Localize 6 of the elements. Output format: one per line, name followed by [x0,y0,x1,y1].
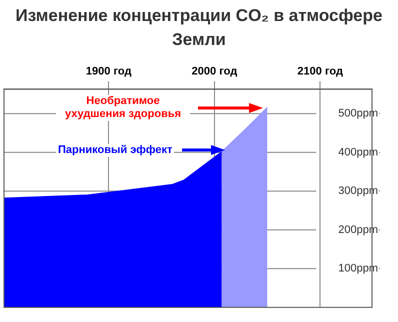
annotation: Необратимое ухудшения здоровья [56,95,190,121]
x-tick-label: 1900 год [86,66,132,78]
x-tick-label: 2000 год [192,66,238,78]
chart-title: Изменение концентрации CO₂ в атмосфере Земли [14,5,384,51]
x-tick-label: 2100 год [297,66,343,78]
annotation: Парниковый эффект [56,144,174,156]
